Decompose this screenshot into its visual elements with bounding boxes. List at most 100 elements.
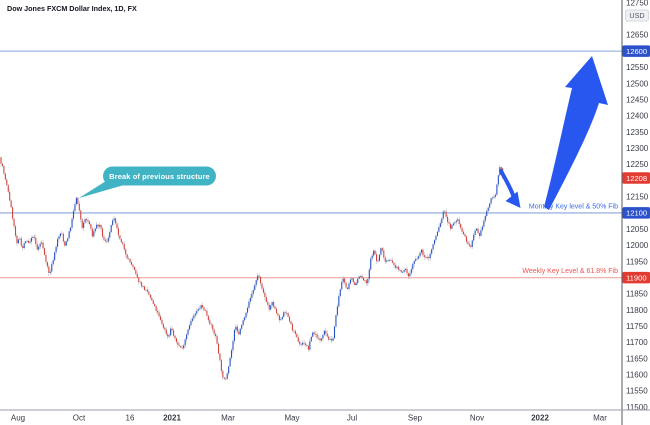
candle-down xyxy=(81,219,83,228)
breakout-callout[interactable]: Break of previous structure xyxy=(79,166,216,199)
candle-down xyxy=(236,326,238,332)
candle-up xyxy=(341,281,343,290)
candle-up xyxy=(200,305,202,309)
candle-up xyxy=(355,283,357,286)
level-price-badge: 11900 xyxy=(622,271,650,284)
candle-down xyxy=(7,185,9,192)
time-tick-Jul: Jul xyxy=(347,414,357,423)
candle-up xyxy=(233,329,235,342)
candle-down xyxy=(213,329,215,334)
candle-down xyxy=(28,240,30,243)
candle-up xyxy=(329,338,331,340)
candle-up xyxy=(229,357,231,367)
candle-up xyxy=(190,320,192,326)
candle-up xyxy=(339,289,341,297)
price-tick-11700: 11700 xyxy=(626,338,648,347)
candle-up xyxy=(32,236,34,238)
candle-down xyxy=(465,236,467,242)
candle-down xyxy=(159,316,162,320)
candle-up xyxy=(413,260,415,265)
candle-down xyxy=(146,289,148,292)
candle-up xyxy=(23,243,25,249)
candle-up xyxy=(373,250,375,256)
candle-down xyxy=(299,341,301,345)
candle-down xyxy=(223,377,225,379)
time-axis[interactable]: Aug Oct 16 2021 Mar May Jul Sep Nov 2022 Mar xyxy=(0,409,650,423)
price-tick-12450: 12450 xyxy=(626,95,649,104)
candle-up xyxy=(402,271,404,273)
candle-down xyxy=(354,281,356,286)
candle-down xyxy=(133,266,135,270)
candle-up xyxy=(283,312,285,317)
candlestick-series[interactable] xyxy=(0,156,504,381)
candle-down xyxy=(97,224,99,227)
price-tick-11950: 11950 xyxy=(626,257,648,266)
candle-up xyxy=(434,239,436,245)
candle-down xyxy=(101,228,104,237)
candle-down xyxy=(362,277,365,281)
currency-badge-bg xyxy=(625,9,649,22)
candle-up xyxy=(110,225,112,233)
candle-up xyxy=(113,218,115,221)
candle-down xyxy=(300,344,302,345)
price-tick-11650: 11650 xyxy=(626,354,648,363)
candle-down xyxy=(464,234,466,237)
bullish-projection-arrow[interactable] xyxy=(544,56,608,210)
candle-up xyxy=(442,211,444,219)
candle-down xyxy=(293,330,295,332)
candle-up xyxy=(420,249,423,253)
level-price-badge: 12100 xyxy=(622,207,650,219)
candle-down xyxy=(290,321,292,324)
candle-up xyxy=(387,260,389,261)
candle-down xyxy=(167,334,169,337)
candle-down xyxy=(374,250,376,255)
candle-down xyxy=(115,218,117,224)
time-tick-Nov: Nov xyxy=(470,414,484,423)
candle-up xyxy=(457,219,459,221)
candle-down xyxy=(90,224,92,229)
candle-up xyxy=(489,203,491,208)
candle-down xyxy=(122,242,124,245)
candle-up xyxy=(367,278,369,284)
candle-up xyxy=(70,227,72,232)
candle-down xyxy=(383,250,385,258)
candle-up xyxy=(436,231,438,236)
candle-down xyxy=(22,245,24,249)
key-level-lines[interactable] xyxy=(0,50,622,279)
candle-up xyxy=(96,224,98,229)
analysis-drawings[interactable]: Break of previous structure xyxy=(79,56,608,210)
callout-label: Break of previous structure xyxy=(109,172,210,181)
candle-up xyxy=(235,326,237,330)
price-tick-11850: 11850 xyxy=(626,290,648,299)
price-badge-value: 12600 xyxy=(626,47,647,56)
candle-down xyxy=(125,249,127,255)
candle-up xyxy=(142,286,144,288)
candle-up xyxy=(57,239,59,247)
candle-up xyxy=(419,252,421,257)
candle-up xyxy=(245,312,247,318)
candle-up xyxy=(476,228,478,231)
candle-down xyxy=(458,219,460,224)
candle-down xyxy=(478,232,481,236)
candle-up xyxy=(99,225,101,227)
candle-up xyxy=(332,338,334,341)
candle-down xyxy=(225,378,227,380)
candle-up xyxy=(493,196,495,198)
candle-down xyxy=(149,294,151,298)
candle-up xyxy=(241,325,243,329)
candle-up xyxy=(17,239,19,244)
candle-down xyxy=(325,330,327,334)
candle-up xyxy=(452,223,454,226)
candle-up xyxy=(416,258,418,260)
candle-up xyxy=(112,220,114,226)
candle-down xyxy=(48,266,50,273)
candle-up xyxy=(271,302,273,306)
pullback-arrow[interactable] xyxy=(499,169,521,208)
candle-down xyxy=(345,282,347,288)
candle-up xyxy=(333,326,336,339)
candle-up xyxy=(349,279,351,284)
price-axis[interactable]: 11500 11550 11600 11650 11700 11750 11800 11850… xyxy=(621,0,650,425)
callout-bubble xyxy=(103,166,216,186)
candle-down xyxy=(319,338,321,341)
